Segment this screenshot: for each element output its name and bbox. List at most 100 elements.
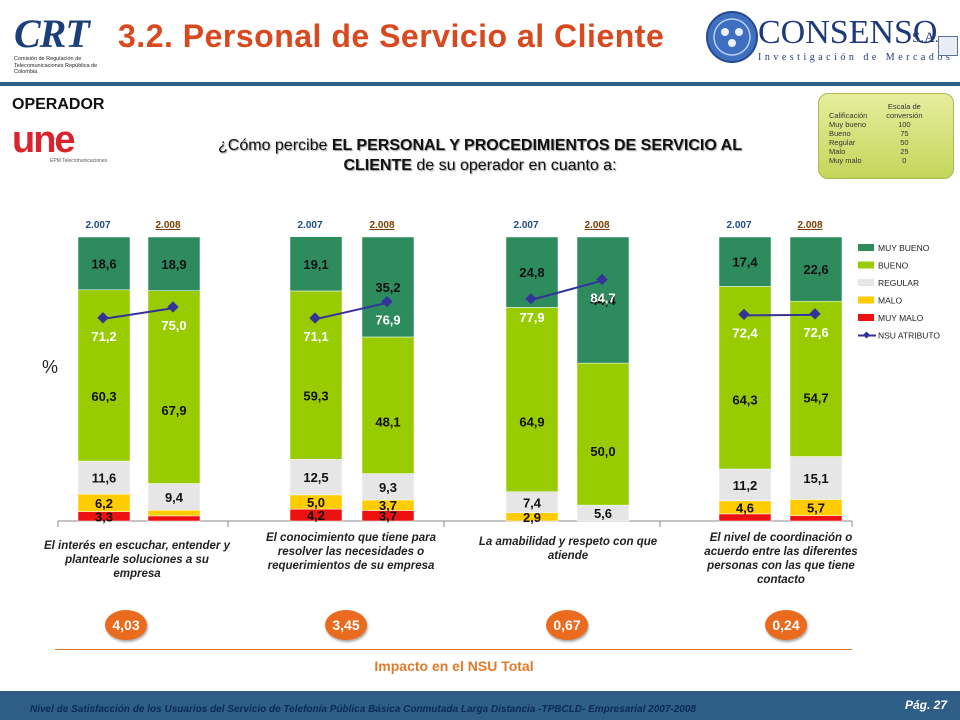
data-label-muy-bueno: 24,8 xyxy=(519,265,544,280)
conversion-scale-box: Calificación Escala de conversión Muy bu… xyxy=(818,93,954,179)
bar-segment-muy-malo xyxy=(789,515,843,522)
nsu-label: 71,2 xyxy=(91,329,116,344)
year-label: 2.007 xyxy=(85,220,110,231)
data-label-muy-malo: 3,3 xyxy=(95,509,113,524)
question-pre: ¿Cómo percibe xyxy=(218,137,332,154)
footer-bar xyxy=(0,691,960,720)
year-label: 2.008 xyxy=(797,220,822,231)
legend-swatch xyxy=(858,261,874,269)
consenso-subtitle: Investigación de Mercados xyxy=(758,52,954,63)
nsu-label: 72,6 xyxy=(803,325,828,340)
crt-logo-text: CRT xyxy=(14,11,90,56)
operator-label: OPERADOR xyxy=(12,96,105,113)
data-label-muy-bueno: 17,4 xyxy=(732,255,758,270)
conversion-scale-table: Calificación Escala de conversión Muy bu… xyxy=(825,100,937,165)
year-label: 2.008 xyxy=(584,220,609,231)
data-label-bueno: 64,3 xyxy=(732,393,757,408)
scale-head-left: Calificación xyxy=(829,111,868,120)
data-label-bueno: 60,3 xyxy=(91,389,116,404)
nsu-marker xyxy=(167,301,179,313)
scale-row-label: Bueno xyxy=(829,129,851,138)
page-number: Pág. 27 xyxy=(905,698,948,712)
nsu-line xyxy=(744,313,817,317)
data-label-muy-malo: 4,2 xyxy=(307,508,325,523)
bar-segment-bueno xyxy=(576,362,630,506)
nsu-marker xyxy=(525,293,537,305)
data-label-malo: 5,0 xyxy=(307,495,325,510)
data-label-bueno: 64,9 xyxy=(519,415,544,430)
bar-segment-regular xyxy=(77,460,131,495)
scale-row-value: 75 xyxy=(900,129,909,138)
consenso-name: CONSENSO xyxy=(758,14,938,51)
question-post: de su operador en cuanto a: xyxy=(411,157,617,174)
data-label-bueno: 48,1 xyxy=(375,415,400,430)
category-label-1: El interés en escuchar, entender y plant… xyxy=(44,540,230,580)
nsu-label: 77,9 xyxy=(519,310,544,325)
data-label-regular: 11,6 xyxy=(92,471,117,486)
legend-swatch xyxy=(858,314,874,321)
nsu-label: 75,0 xyxy=(161,318,186,333)
bar-segment-muy-bueno xyxy=(147,236,201,291)
data-label-regular: 9,4 xyxy=(165,490,184,505)
y-axis-label: % xyxy=(42,357,59,377)
data-label-malo: 3,7 xyxy=(379,498,397,513)
data-label-muy-bueno: 35,2 xyxy=(375,280,400,295)
crt-logo: CRT Comisión de Regulación de Telecomuni… xyxy=(8,8,100,80)
data-label-malo: 4,6 xyxy=(736,500,754,515)
nsu-marker xyxy=(309,312,321,324)
nsu-marker xyxy=(381,295,393,308)
header-divider xyxy=(0,82,960,86)
data-label-muy-bueno: 18,6 xyxy=(91,256,116,271)
year-label: 2.007 xyxy=(297,220,322,231)
bar-segment-muy-bueno xyxy=(77,236,131,291)
scale-head-right: Escala de conversión xyxy=(886,102,923,120)
category-label-4: El nivel de coordinación o acuerdo entre… xyxy=(704,532,858,586)
legend-label: BUENO xyxy=(878,261,909,271)
question-emphasis: EL PERSONAL Y PROCEDIMIENTOS DE SERVICIO… xyxy=(331,137,742,174)
impact-divider xyxy=(55,649,852,650)
une-logo-subtitle: EPM Telecomunicaciones xyxy=(50,158,108,164)
impact-badge-2: 3,45 xyxy=(325,610,367,640)
scale-row-value: 50 xyxy=(900,138,909,147)
category-label-2: El conocimiento que tiene para resolver … xyxy=(266,532,436,572)
bar-segment-regular xyxy=(289,459,343,496)
data-label-malo: 5,7 xyxy=(807,501,825,516)
data-label-regular: 11,2 xyxy=(733,478,758,493)
scale-row-label: Muy bueno xyxy=(829,120,867,129)
year-label: 2.008 xyxy=(369,220,394,231)
legend-label: REGULAR xyxy=(878,278,919,288)
impact-badge-1: 4,03 xyxy=(105,610,147,640)
data-label-muy-bueno: 18,9 xyxy=(161,257,186,272)
bar-segment-bueno xyxy=(505,307,559,492)
impact-badge-4: 0,24 xyxy=(765,610,807,640)
data-label-malo: 6,2 xyxy=(95,496,113,511)
data-label-regular: 15,1 xyxy=(803,471,828,486)
data-label-muy-malo: 3,7 xyxy=(379,509,397,524)
bar-segment-muy-bueno xyxy=(289,236,343,292)
legend-label: MUY BUENO xyxy=(878,243,930,253)
data-label-regular: 12,5 xyxy=(303,470,328,485)
consenso-sa: S.A. xyxy=(912,30,939,46)
legend-swatch xyxy=(858,244,874,251)
scale-row-value: 100 xyxy=(898,120,911,129)
data-label-regular: 7,4 xyxy=(523,495,542,510)
data-label-bueno: 67,9 xyxy=(161,403,186,418)
bar-segment-muy-malo xyxy=(147,515,201,522)
legend-label: MUY MALO xyxy=(878,313,924,323)
year-label: 2.007 xyxy=(513,220,538,231)
impact-label: Impacto en el NSU Total xyxy=(374,658,534,674)
bar-segment-bueno xyxy=(789,300,843,457)
data-label-bueno: 59,3 xyxy=(303,388,328,403)
nsu-label: 72,4 xyxy=(732,325,758,340)
year-label: 2.008 xyxy=(155,220,180,231)
nsu-marker xyxy=(738,308,750,321)
data-label-muy-bueno: 22,6 xyxy=(803,262,828,277)
certification-icon xyxy=(938,36,958,56)
nsu-label: 84,7 xyxy=(590,290,615,305)
bar-segment-muy-bueno xyxy=(789,236,843,302)
nsu-marker xyxy=(596,273,608,286)
bar-segment-bueno xyxy=(147,290,201,484)
question-text: ¿Cómo percibe EL PERSONAL Y PROCEDIMIENT… xyxy=(200,136,760,176)
bar-segment-regular xyxy=(361,473,415,501)
